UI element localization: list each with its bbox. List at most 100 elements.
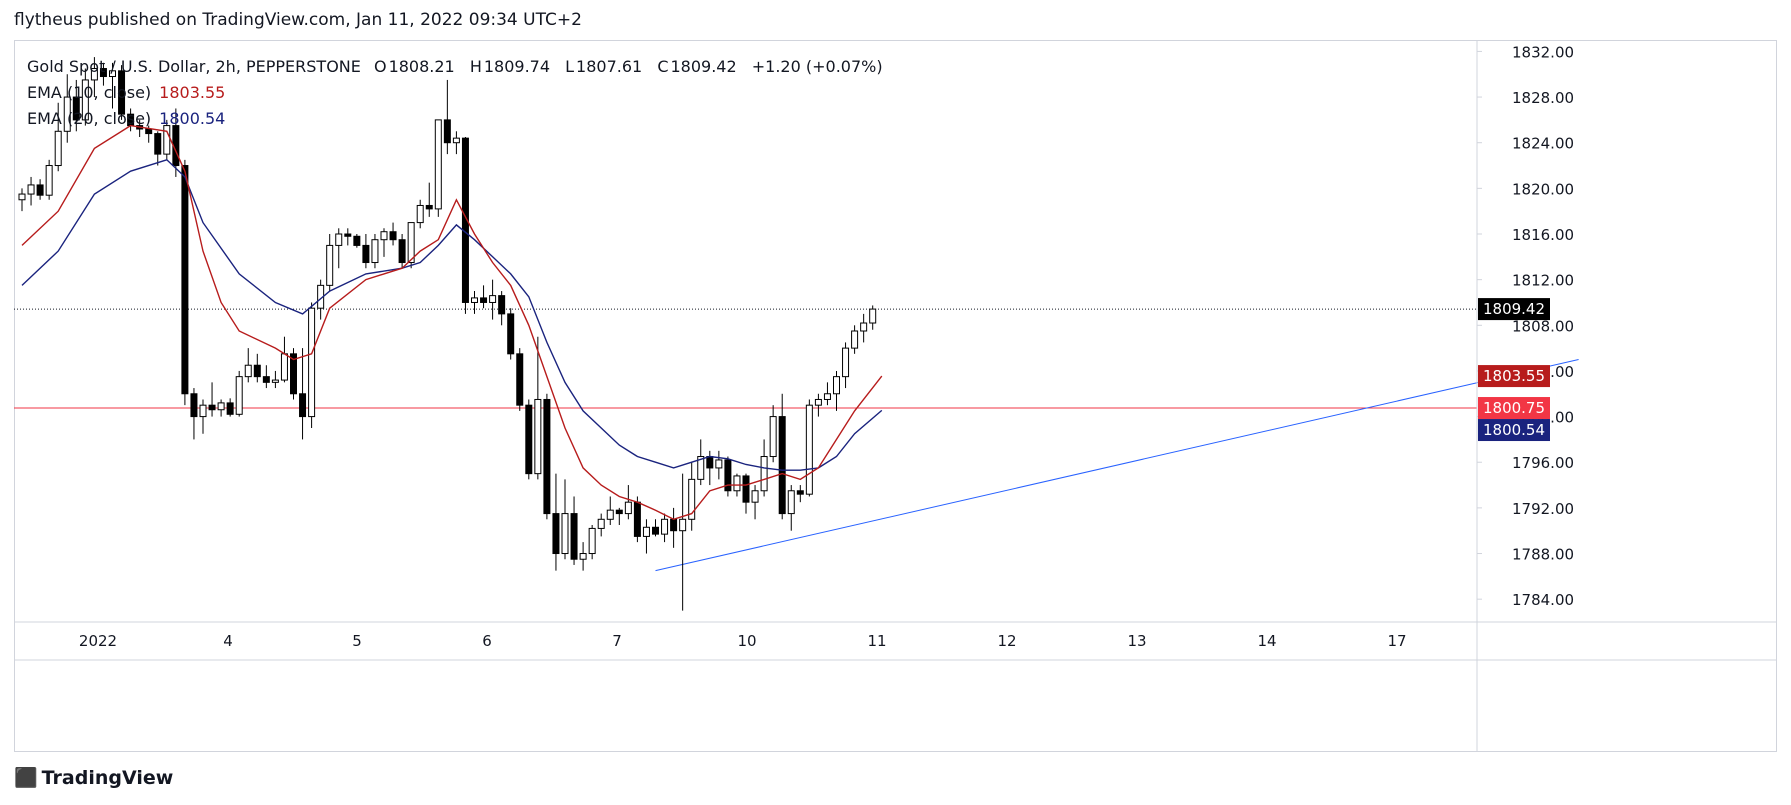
x-tick-label: 11 bbox=[867, 632, 886, 650]
price-badge-bg bbox=[1478, 298, 1550, 321]
candle-body bbox=[63, 96, 71, 132]
y-tick-label: 1788.00 bbox=[1512, 546, 1574, 564]
candle bbox=[697, 439, 705, 486]
candle bbox=[99, 62, 107, 86]
candle-body bbox=[688, 478, 696, 520]
candle bbox=[253, 353, 261, 383]
candle bbox=[489, 279, 497, 320]
candle-body bbox=[733, 475, 741, 492]
candle-body bbox=[570, 513, 578, 560]
candle bbox=[471, 291, 478, 314]
candle-body bbox=[54, 130, 62, 167]
candle bbox=[109, 62, 116, 109]
candle bbox=[308, 302, 316, 428]
candle bbox=[362, 234, 370, 269]
candle-body bbox=[561, 513, 569, 555]
trendline-group bbox=[655, 359, 1579, 572]
candle bbox=[208, 382, 216, 417]
candle bbox=[597, 513, 605, 537]
candle bbox=[860, 313, 868, 343]
candle-body bbox=[353, 235, 361, 246]
candle-body bbox=[99, 68, 107, 78]
y-tick-label: 1784.00 bbox=[1512, 591, 1574, 609]
candle bbox=[326, 234, 334, 292]
candle bbox=[398, 234, 406, 269]
candle bbox=[480, 285, 488, 309]
candle bbox=[615, 507, 623, 525]
candle-body bbox=[760, 456, 768, 492]
candle bbox=[81, 68, 89, 126]
candle-body bbox=[36, 184, 44, 196]
tradingview-brand[interactable]: ⬛ TradingView bbox=[14, 766, 173, 790]
candle bbox=[262, 365, 270, 389]
candle-body bbox=[253, 364, 261, 378]
candle-body bbox=[661, 518, 669, 535]
candle-body bbox=[326, 244, 334, 286]
x-tick-label: 13 bbox=[1127, 632, 1146, 650]
candle bbox=[290, 348, 297, 400]
price-badge-text: 1809.42 bbox=[1483, 300, 1545, 318]
candle-body bbox=[615, 509, 623, 515]
candle-body bbox=[670, 518, 678, 532]
candle bbox=[235, 370, 243, 417]
candle bbox=[823, 382, 831, 406]
candle bbox=[787, 485, 795, 531]
candle-body bbox=[344, 233, 352, 237]
candle bbox=[679, 473, 687, 611]
candle bbox=[63, 74, 71, 143]
axes: 1832.00 1828.00 1824.00 1820.00 1816.00 1812.… bbox=[14, 40, 1777, 752]
candle-body bbox=[217, 402, 225, 411]
legend-ema10-row[interactable]: EMA (10, close) 1803.55 bbox=[27, 80, 883, 106]
candle-body bbox=[452, 137, 460, 144]
candle bbox=[244, 348, 252, 383]
candle bbox=[371, 234, 379, 269]
candle bbox=[425, 182, 433, 217]
candle bbox=[661, 513, 669, 543]
candle-body bbox=[290, 353, 297, 395]
candle-body bbox=[552, 513, 560, 555]
candle-body bbox=[498, 295, 506, 315]
legend-ema20-row[interactable]: EMA (20, close) 1800.54 bbox=[27, 106, 883, 132]
legend-change: +1.20 (+0.07%) bbox=[751, 57, 883, 76]
x-tick-label: 5 bbox=[352, 632, 362, 650]
candle-body bbox=[706, 456, 714, 469]
candle bbox=[869, 305, 877, 330]
support-line-group bbox=[14, 308, 1477, 409]
candle-body bbox=[190, 393, 198, 418]
candle bbox=[543, 393, 551, 520]
candle bbox=[507, 308, 515, 360]
candle-body bbox=[697, 456, 705, 480]
candle-body bbox=[471, 297, 478, 303]
candle-body bbox=[389, 231, 397, 241]
candle-body bbox=[380, 231, 388, 241]
candle bbox=[452, 131, 460, 155]
candle-body bbox=[434, 119, 442, 210]
candle-body bbox=[154, 133, 162, 155]
candle-body bbox=[724, 459, 732, 492]
candle bbox=[805, 399, 813, 497]
candle bbox=[652, 519, 659, 537]
x-tick-label: 4 bbox=[223, 632, 233, 650]
candle bbox=[552, 473, 560, 571]
y-tick-label: 1816.00 bbox=[1512, 226, 1574, 244]
price-badge: 1800.75 bbox=[1478, 397, 1550, 420]
candle bbox=[72, 79, 80, 132]
price-badges: 1809.42 1803.55 1800.75 1800.54 bbox=[1478, 298, 1550, 442]
price-badge-bg bbox=[1478, 419, 1550, 442]
candle-body bbox=[742, 475, 750, 503]
candle-body bbox=[851, 330, 859, 349]
legend-close-label: C bbox=[657, 57, 669, 76]
candle-body bbox=[244, 364, 252, 378]
legend-ema20-label: EMA (20, close) bbox=[27, 109, 152, 128]
candle bbox=[461, 137, 469, 314]
candle-body bbox=[226, 402, 234, 415]
candle bbox=[380, 228, 388, 257]
candle bbox=[434, 119, 442, 217]
candle-body bbox=[109, 70, 116, 78]
legend-symbol: Gold Spot / U.S. Dollar, 2h, PEPPERSTONE bbox=[27, 57, 361, 76]
x-tick-label: 2022 bbox=[79, 632, 117, 650]
candle bbox=[751, 485, 759, 520]
candle bbox=[407, 222, 415, 269]
candle bbox=[516, 348, 524, 411]
